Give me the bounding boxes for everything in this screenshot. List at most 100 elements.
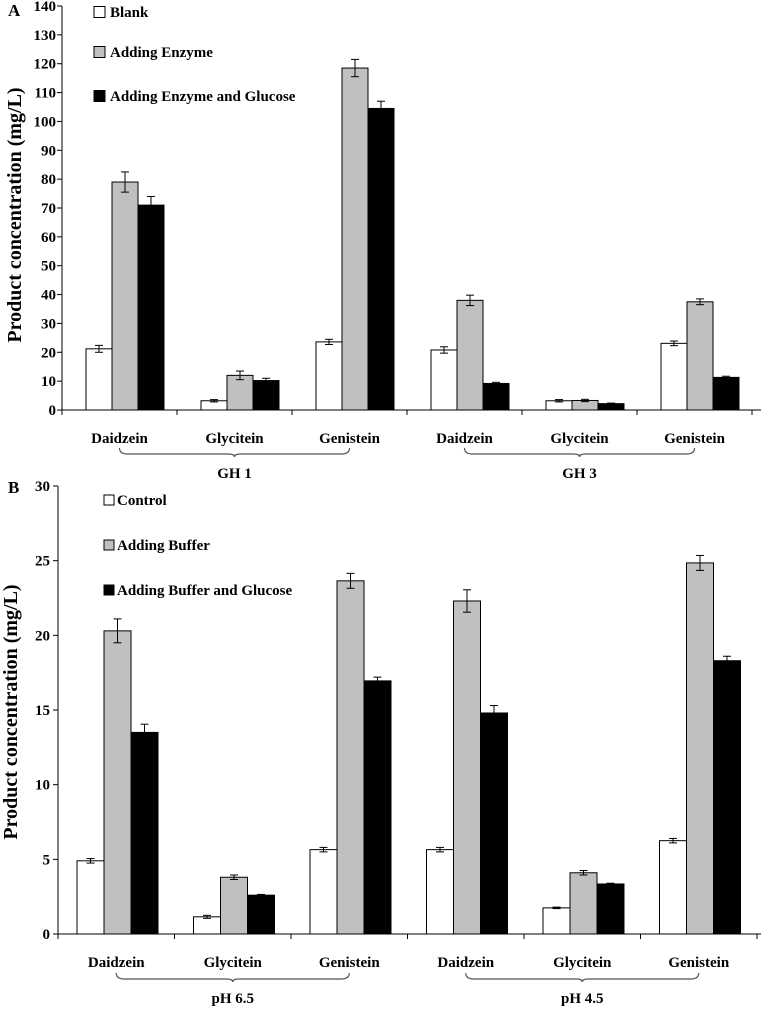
y-tick-label: 5 xyxy=(43,852,51,868)
bar-adding-buffer-and-glucose-daidzein-0 xyxy=(130,731,159,935)
y-tick-label: 100 xyxy=(34,114,57,130)
legend-label-adding-buffer-and-glucose: Adding Buffer and Glucose xyxy=(117,583,293,599)
bar-control-glycitein-1 xyxy=(193,916,221,935)
category-label-genistein-5: Genistein xyxy=(668,955,729,971)
y-tick-label: 90 xyxy=(41,143,56,159)
group-label-gh-3: GH 3 xyxy=(562,466,597,482)
y-tick-label: 120 xyxy=(34,57,57,73)
bar-adding-buffer-genistein-2 xyxy=(336,580,365,935)
panel-a-legend: Blank Adding Enzyme Adding Enzyme and Gluc… xyxy=(93,5,296,105)
y-tick-label: 60 xyxy=(41,230,56,246)
bar-blank-genistein-5 xyxy=(660,342,688,411)
group-brace-ph-6-5 xyxy=(115,972,350,983)
bar-control-daidzein-0 xyxy=(76,860,105,935)
y-tick-label: 30 xyxy=(41,316,56,332)
legend-label-adding-buffer: Adding Buffer xyxy=(117,538,210,554)
panel-b-y-axis-label: Product concentration (mg/L) xyxy=(0,584,22,839)
panel-b-letter: B xyxy=(8,478,19,497)
panel-a-y-ticks: 0 10 20 30 40 50 60 70 80 90 100 110 120 130 140 xyxy=(34,0,62,419)
panel-b-group-labels: pH 6.5 pH 4.5 xyxy=(115,972,700,1007)
bar-adding-enzyme-and-glucose-genistein-2 xyxy=(367,107,395,411)
group-label-ph-4-5: pH 4.5 xyxy=(561,991,604,1007)
legend-label-adding-enzyme: Adding Enzyme xyxy=(110,45,213,61)
y-tick-label: 0 xyxy=(43,927,51,943)
bar-blank-genistein-2 xyxy=(315,341,343,411)
y-tick-label: 40 xyxy=(41,288,56,304)
bar-adding-enzyme-and-glucose-glycitein-1 xyxy=(252,380,280,411)
bar-adding-buffer-and-glucose-daidzein-3 xyxy=(480,712,508,935)
legend-label-adding-enzyme-and-glucose: Adding Enzyme and Glucose xyxy=(110,89,296,105)
bar-adding-buffer-daidzein-3 xyxy=(453,600,481,935)
panel-b-y-ticks: 0 5 10 15 20 25 30 xyxy=(35,479,58,943)
panel-b-bars xyxy=(76,554,741,935)
bar-adding-buffer-glycitein-4 xyxy=(569,872,598,935)
panel-a-bars xyxy=(85,58,740,411)
y-tick-label: 20 xyxy=(41,345,56,361)
y-tick-label: 25 xyxy=(35,554,50,570)
bar-blank-daidzein-0 xyxy=(85,348,113,411)
y-tick-label: 70 xyxy=(41,201,56,217)
category-label-genistein-5: Genistein xyxy=(664,431,725,447)
panel-b-chart: B Product concentration (mg/L) 0 5 10 15 20 2… xyxy=(0,478,761,1007)
bar-adding-enzyme-genistein-5 xyxy=(686,301,714,411)
y-tick-label: 80 xyxy=(41,172,56,188)
category-label-daidzein-0: Daidzein xyxy=(91,431,148,447)
panel-a-category-labels: Daidzein Glycitein Genistein Daidzein Glycit… xyxy=(91,431,725,447)
bar-adding-buffer-daidzein-0 xyxy=(103,630,132,935)
bar-adding-buffer-and-glucose-genistein-2 xyxy=(363,680,392,935)
y-tick-label: 50 xyxy=(41,259,56,275)
y-tick-label: 20 xyxy=(35,628,50,644)
bar-control-genistein-2 xyxy=(309,849,338,935)
legend-swatch-blank xyxy=(93,6,106,18)
bar-adding-enzyme-and-glucose-genistein-5 xyxy=(712,376,740,411)
y-tick-label: 15 xyxy=(35,703,50,719)
bar-control-glycitein-4 xyxy=(542,907,571,935)
category-label-genistein-2: Genistein xyxy=(319,955,380,971)
category-label-glycitein-1: Glycitein xyxy=(205,431,264,447)
y-tick-label: 130 xyxy=(34,28,57,44)
bar-blank-daidzein-3 xyxy=(430,349,458,411)
bar-adding-buffer-and-glucose-glycitein-4 xyxy=(596,883,625,935)
bar-adding-enzyme-and-glucose-daidzein-3 xyxy=(482,382,510,411)
category-label-daidzein-3: Daidzein xyxy=(436,431,493,447)
bar-control-daidzein-3 xyxy=(426,849,454,935)
panel-b-legend: Control Adding Buffer Adding Buffer and Gl… xyxy=(103,493,293,599)
bar-adding-buffer-glycitein-1 xyxy=(220,876,248,935)
group-brace-gh-1 xyxy=(118,447,351,458)
category-label-genistein-2: Genistein xyxy=(319,431,380,447)
panel-b-axes xyxy=(57,486,761,939)
bar-adding-buffer-and-glucose-glycitein-1 xyxy=(247,894,275,935)
panel-a-chart: A Product concentration (mg/L) 0 10 20 30 40… xyxy=(4,0,761,482)
legend-label-blank: Blank xyxy=(110,5,149,21)
category-label-glycitein-4: Glycitein xyxy=(550,431,609,447)
legend-swatch-adding-enzyme-and-glucose xyxy=(93,90,106,102)
category-label-glycitein-4: Glycitein xyxy=(553,955,612,971)
group-label-gh-1: GH 1 xyxy=(217,466,252,482)
panel-a-axes xyxy=(61,6,761,415)
bar-adding-enzyme-daidzein-3 xyxy=(456,299,484,411)
y-tick-label: 140 xyxy=(34,0,57,15)
legend-label-control: Control xyxy=(117,493,167,509)
legend-swatch-adding-buffer xyxy=(103,539,115,551)
panel-a-letter: A xyxy=(8,1,21,20)
category-label-glycitein-1: Glycitein xyxy=(204,955,263,971)
legend-swatch-control xyxy=(103,494,115,506)
bar-adding-buffer-genistein-5 xyxy=(686,562,714,935)
bar-adding-enzyme-glycitein-1 xyxy=(226,374,254,411)
y-tick-label: 0 xyxy=(49,403,57,419)
panel-a-y-axis-label: Product concentration (mg/L) xyxy=(4,87,26,342)
bar-adding-enzyme-genistein-2 xyxy=(341,67,369,411)
group-brace-gh-3 xyxy=(463,447,696,458)
bar-adding-enzyme-and-glucose-daidzein-0 xyxy=(137,204,165,411)
legend-swatch-adding-buffer-and-glucose xyxy=(103,584,115,596)
category-label-daidzein-0: Daidzein xyxy=(88,955,145,971)
y-tick-label: 30 xyxy=(35,479,50,495)
y-tick-label: 110 xyxy=(34,86,56,102)
y-tick-label: 10 xyxy=(35,778,50,794)
bar-control-genistein-5 xyxy=(659,840,687,935)
group-label-ph-6-5: pH 6.5 xyxy=(211,991,254,1007)
y-tick-label: 10 xyxy=(41,374,56,390)
panel-a-group-labels: GH 1 GH 3 xyxy=(118,447,696,482)
panel-b-category-labels: Daidzein Glycitein Genistein Daidzein Glycit… xyxy=(88,955,730,971)
